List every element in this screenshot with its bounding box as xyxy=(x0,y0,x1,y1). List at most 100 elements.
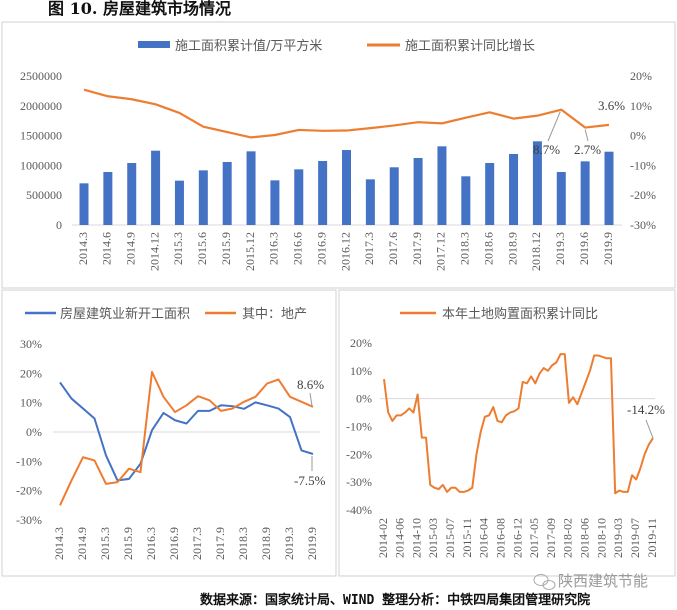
right-y-tick-label: 20% xyxy=(630,69,652,83)
watermark-text: 陕西建筑节能 xyxy=(558,572,648,590)
x-tick-label: 2019.3 xyxy=(553,232,567,265)
x-tick-label: 2015.12 xyxy=(243,232,257,271)
bar xyxy=(151,150,161,225)
x-tick-label: 2019-03 xyxy=(611,518,625,558)
annotation-leader xyxy=(584,129,589,142)
x-tick-label: 2017.3 xyxy=(190,527,204,560)
x-tick-label: 2014.6 xyxy=(100,232,114,265)
annotation-label: 2.7% xyxy=(574,142,601,157)
source-footer: 数据来源：国家统计局、WIND 整理分析：中铁四局集团管理研究院 xyxy=(200,592,590,608)
x-tick-label: 2016.12 xyxy=(338,232,352,271)
annotation-leader xyxy=(309,392,313,406)
bar xyxy=(461,176,471,225)
annotation-leader xyxy=(547,111,561,142)
x-tick-label: 2017-05 xyxy=(527,518,541,558)
x-tick-label: 2015.9 xyxy=(219,232,233,265)
bar xyxy=(342,150,351,225)
y-tick-label: 20% xyxy=(350,336,372,350)
x-tick-label: 2016.9 xyxy=(167,527,181,560)
right-y-tick-label: -20% xyxy=(630,188,656,202)
left-y-tick-label: 500000 xyxy=(26,188,62,202)
x-tick-label: 2015-11 xyxy=(460,518,474,558)
legend-label: 本年土地购置面积累计同比 xyxy=(442,306,598,322)
x-tick-label: 2019.9 xyxy=(601,232,615,265)
x-tick-label: 2014.12 xyxy=(147,232,161,271)
x-tick-label: 2016.9 xyxy=(314,232,328,265)
x-tick-label: 2015-03 xyxy=(426,518,440,558)
legend-label-line: 施工面积累计同比增长 xyxy=(405,39,535,54)
x-tick-label: 2018.9 xyxy=(259,527,273,560)
watermark: 陕西建筑节能 xyxy=(533,572,648,590)
x-tick-label: 2014-02 xyxy=(376,518,390,558)
x-tick-label: 2014.9 xyxy=(123,232,137,265)
y-tick-label: -20% xyxy=(346,447,372,461)
y-tick-label: -30% xyxy=(16,513,42,527)
bar xyxy=(318,160,328,225)
bottom-left-panel-border xyxy=(1,289,337,577)
annotation-label: 8.7% xyxy=(533,142,560,157)
x-tick-label: 2018.12 xyxy=(529,232,543,271)
new-construction-chart: 房屋建筑业新开工面积 其中：地产 -30% -20% -10% 0% 10% 20% 30% 20… xyxy=(16,306,326,560)
x-tick-label: 2019.6 xyxy=(577,232,591,265)
x-tick-label: 2017.9 xyxy=(410,232,424,265)
y-tick-label: 10% xyxy=(20,396,42,410)
x-tick-label: 2016-12 xyxy=(510,518,524,558)
x-tick-label: 2018.9 xyxy=(505,232,519,265)
right-y-tick-label: -30% xyxy=(630,218,656,232)
x-tick-label: 2015.9 xyxy=(121,527,135,560)
annotation-label: -14.2% xyxy=(627,402,665,417)
annotation-label: 8.6% xyxy=(297,377,324,392)
x-tick-label: 2016.3 xyxy=(267,232,281,265)
y-tick-label: 0% xyxy=(26,425,42,439)
right-y-tick-label: 0% xyxy=(630,129,646,143)
x-tick-label: 2018.6 xyxy=(481,232,495,265)
annotation-label: 3.6% xyxy=(598,98,625,113)
y-tick-label: 30% xyxy=(20,337,42,351)
x-tick-label: 2016-04 xyxy=(477,518,491,558)
x-tick-label: 2015.6 xyxy=(195,232,209,265)
y-tick-label: -10% xyxy=(346,420,372,434)
bar xyxy=(294,169,304,225)
land-purchase-line xyxy=(383,353,654,495)
x-tick-label: 2014.3 xyxy=(76,232,90,265)
x-tick-label: 2018.3 xyxy=(236,527,250,560)
bar xyxy=(174,180,184,225)
bottom-right-panel-border xyxy=(338,289,676,577)
x-tick-label: 2019.3 xyxy=(282,527,296,560)
legend-label-blue: 房屋建筑业新开工面积 xyxy=(60,306,190,322)
bar xyxy=(437,146,447,225)
new-construction-line xyxy=(59,381,314,482)
annotation-label: -7.5% xyxy=(294,473,326,488)
y-tick-label: 20% xyxy=(20,366,42,380)
x-tick-label: 2019-11 xyxy=(645,518,659,558)
construction-area-chart: 施工面积累计值/万平方米 施工面积累计同比增长 0 500000 1000000 1500… xyxy=(20,38,656,271)
bar xyxy=(389,167,399,225)
y-tick-label: -20% xyxy=(16,484,42,498)
x-tick-label: 2018.3 xyxy=(458,232,472,265)
x-tick-label: 2018-06 xyxy=(578,518,592,558)
figure-title: 图 10. 房屋建筑市场情况 xyxy=(48,0,231,18)
left-y-tick-label: 1500000 xyxy=(20,129,62,143)
bar xyxy=(413,158,423,225)
y-tick-label: -10% xyxy=(16,454,42,468)
x-tick-label: 2014-10 xyxy=(409,518,423,558)
right-y-tick-label: -10% xyxy=(630,158,656,172)
growth-line xyxy=(83,88,610,139)
x-tick-label: 2016.6 xyxy=(291,232,305,265)
real-estate-line xyxy=(59,370,314,506)
bar xyxy=(532,141,542,225)
x-tick-label: 2019.9 xyxy=(305,527,319,560)
bar xyxy=(556,172,566,225)
bar xyxy=(509,154,519,225)
legend-swatch-bar xyxy=(138,41,170,48)
bar xyxy=(604,151,614,225)
left-y-tick-label: 0 xyxy=(56,218,62,232)
left-y-tick-label: 2500000 xyxy=(20,69,62,83)
x-tick-label: 2017.12 xyxy=(434,232,448,271)
bar xyxy=(127,163,137,225)
legend-label-orange: 其中：地产 xyxy=(242,307,307,322)
top-panel-border xyxy=(1,21,676,289)
x-tick-label: 2015.3 xyxy=(98,527,112,560)
y-tick-label: -40% xyxy=(346,503,372,517)
